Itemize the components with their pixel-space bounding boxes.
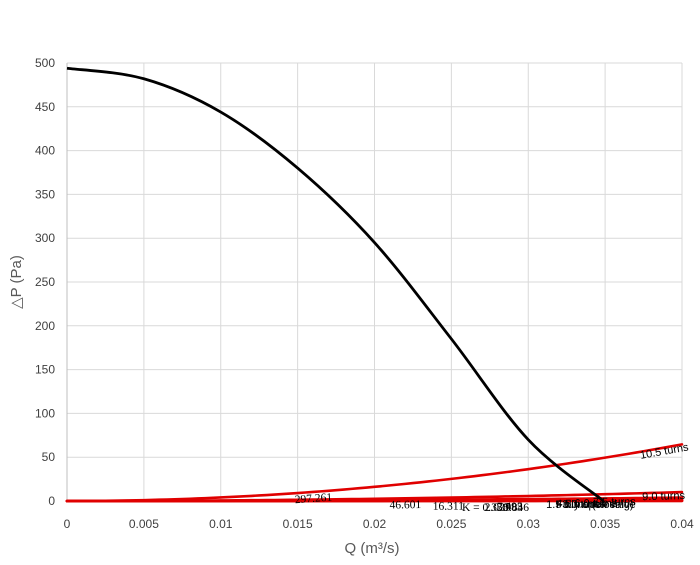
x-tick-label: 0.01 (209, 517, 233, 531)
x-tick-label: 0.04 (670, 517, 694, 531)
y-tick-label: 200 (35, 319, 55, 333)
y-tick-label: 150 (35, 363, 55, 377)
grid (67, 62, 683, 501)
y-tick-label: 250 (35, 275, 55, 289)
y-tick-label: 400 (35, 144, 55, 158)
turns-label: Fully open valve (556, 499, 636, 511)
y-tick-label: 500 (35, 56, 55, 70)
x-tick-label: 0.025 (436, 517, 466, 531)
fan-curve (66, 66, 605, 503)
k-value-label: 0.846 (503, 502, 529, 514)
turns-label: 1.5 turns (closing) (546, 499, 633, 511)
valve-curve (65, 443, 684, 503)
x-tick-label: 0 (64, 517, 71, 531)
k-value-label: 16.311 (433, 501, 465, 513)
y-axis-title: △P (Pa) (8, 255, 25, 309)
x-tick-labels: 0 0.005 0.01 0.015 0.02 0.025 0.03 0.035 0.04 (64, 517, 694, 531)
x-tick-label: 0.005 (129, 517, 159, 531)
k-value-label: 7.495 (497, 501, 523, 513)
y-tick-label: 450 (35, 100, 55, 114)
k-value-label: K = 0.338 (462, 502, 509, 514)
y-tick-label: 300 (35, 231, 55, 245)
turns-label: 4.5 turns (556, 498, 599, 510)
k-value-label: 46.601 (389, 499, 421, 511)
x-tick-label: 0.03 (517, 517, 541, 531)
fan-curve-group (66, 66, 605, 503)
y-tick-label: 100 (35, 406, 55, 420)
x-axis-title: Q (m³/s) (345, 540, 400, 557)
k-value-label: 297.261 (294, 492, 332, 507)
turns-label: 7.5 turns (593, 496, 636, 508)
y-tick-label: 50 (42, 450, 56, 464)
x-tick-label: 0.035 (590, 517, 620, 531)
valve-curves (65, 443, 684, 503)
k-value-label: 3.983 (497, 502, 523, 514)
x-tick-label: 0.02 (363, 517, 387, 531)
turns-label: 6.0 turns (574, 498, 617, 510)
y-tick-label: 350 (35, 187, 55, 201)
y-tick-label: 0 (48, 494, 55, 508)
turns-label: 9.0 turns (642, 490, 686, 503)
turns-label: 3.0 turns (562, 499, 605, 511)
y-tick-labels: 0 50 100 150 200 250 300 350 400 450 500 (35, 56, 55, 508)
x-tick-label: 0.015 (283, 517, 313, 531)
k-value-label: 2.027 (485, 502, 511, 514)
